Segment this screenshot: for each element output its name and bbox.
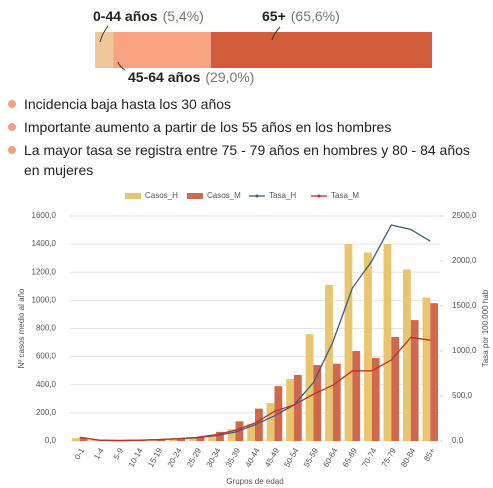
- bar: [255, 408, 263, 441]
- x-tick-label: 35-39: [224, 446, 242, 469]
- segment-name: 65+: [262, 8, 286, 24]
- x-tick-label: 60-64: [321, 446, 339, 469]
- arrow: [117, 61, 126, 71]
- bullet: Incidencia baja hasta los 30 años: [8, 94, 486, 114]
- x-tick-label: 15-19: [146, 446, 164, 469]
- x-tick-label: 20-24: [166, 446, 184, 469]
- bar: [266, 403, 275, 441]
- bar: [216, 431, 224, 441]
- bar: [430, 303, 439, 441]
- bar: [371, 358, 380, 441]
- bar: [188, 437, 197, 441]
- bar: [157, 439, 166, 441]
- bar: [196, 437, 205, 441]
- bar: [293, 374, 302, 441]
- x-tick-label: 80-84: [399, 446, 417, 469]
- legend-label: Casos_H: [145, 191, 178, 200]
- y-tick-label: 400,0: [36, 380, 57, 389]
- x-tick-label: 70-74: [360, 446, 378, 469]
- y-axis-label: Nº casos medio al año: [17, 288, 26, 368]
- y2-tick-label: 500,0: [452, 391, 473, 400]
- segment-label: 0-44 años (5,4%): [93, 8, 204, 24]
- bar: [352, 351, 361, 441]
- y2-tick-label: 2000,0: [452, 256, 477, 265]
- segment-value: (5,4%): [163, 8, 204, 24]
- bar: [364, 252, 372, 441]
- segment-value: (65,6%): [291, 8, 340, 24]
- x-tick-label: 85+: [422, 446, 437, 463]
- bullet-list: Incidencia baja hasta los 30 años Import…: [8, 94, 486, 183]
- segment: [210, 32, 432, 68]
- x-tick-label: 45-49: [263, 446, 281, 469]
- legend-dot: [255, 194, 259, 198]
- bar: [403, 269, 411, 441]
- segment: [113, 32, 211, 68]
- y-tick-label: 1200,0: [32, 267, 57, 276]
- y2-tick-label: 2500,0: [452, 211, 477, 220]
- y2-tick-label: 1500,0: [452, 301, 477, 310]
- bar: [247, 424, 255, 441]
- bar: [71, 438, 80, 441]
- bar: [169, 438, 178, 441]
- bar: [410, 320, 419, 441]
- segment-label: 45-64 años (29,0%): [128, 69, 254, 85]
- x-tick-label: 40-44: [244, 446, 262, 469]
- bar: [332, 363, 341, 441]
- bullet: Importante aumento a partir de los 55 añ…: [8, 117, 486, 137]
- bar: [344, 244, 353, 441]
- legend-dot: [317, 194, 321, 198]
- arrow: [99, 25, 109, 43]
- y-tick-label: 600,0: [36, 352, 57, 361]
- segment-value: (29,0%): [205, 69, 254, 85]
- bar: [383, 244, 392, 441]
- y-tick-label: 200,0: [36, 408, 57, 417]
- y2-tick-label: 1000,0: [452, 346, 477, 355]
- arrow: [271, 26, 281, 41]
- legend-label: Tasa_H: [269, 191, 296, 200]
- line: [79, 336, 431, 442]
- segment-name: 45-64 años: [128, 69, 201, 85]
- x-axis-label: Grupos de edad: [226, 477, 283, 486]
- bar: [79, 438, 88, 441]
- x-tick-label: 0-1: [73, 446, 87, 461]
- segment: [95, 32, 114, 68]
- bar: [286, 379, 294, 441]
- y2-axis-label: Tasa por 100.000 hab: [481, 289, 490, 367]
- x-tick-label: 5-9: [112, 446, 126, 461]
- legend-swatch: [125, 193, 141, 199]
- bar: [177, 438, 185, 441]
- legend-swatch: [187, 193, 203, 199]
- bar: [391, 336, 400, 441]
- bar: [422, 297, 431, 441]
- x-tick-label: 30-34: [205, 446, 223, 469]
- x-tick-label: 10-14: [127, 446, 145, 469]
- bullet: La mayor tasa se registra entre 75 - 79 …: [8, 140, 486, 180]
- bar: [325, 284, 333, 441]
- legend-label: Casos_M: [207, 191, 241, 200]
- y2-tick-label: 0,0: [452, 436, 464, 445]
- x-tick-label: 55-59: [302, 446, 320, 469]
- y-tick-label: 1600,0: [32, 211, 57, 220]
- segment-label: 65+ (65,6%): [262, 8, 340, 24]
- bar: [313, 365, 322, 441]
- x-tick-label: 65-69: [341, 446, 359, 469]
- x-tick-label: 1-4: [92, 446, 106, 461]
- x-tick-label: 25-29: [185, 446, 203, 469]
- y-tick-label: 1400,0: [32, 239, 57, 248]
- legend-label: Tasa_M: [331, 191, 359, 200]
- x-tick-label: 50-54: [282, 446, 300, 469]
- y-tick-label: 0,0: [45, 436, 57, 445]
- y-tick-label: 800,0: [36, 324, 57, 333]
- bar: [208, 435, 217, 441]
- y-tick-label: 1000,0: [32, 295, 57, 304]
- bar: [91, 439, 100, 441]
- bar: [227, 429, 236, 441]
- segment-name: 0-44 años: [93, 8, 158, 24]
- x-tick-label: 75-79: [380, 446, 398, 469]
